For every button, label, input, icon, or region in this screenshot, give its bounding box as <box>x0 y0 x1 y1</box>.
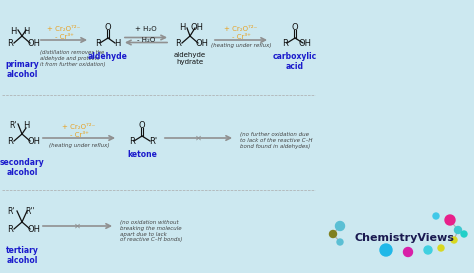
Text: O: O <box>105 23 111 32</box>
Text: H: H <box>180 23 186 32</box>
Text: O: O <box>292 23 298 32</box>
Text: R: R <box>175 38 181 48</box>
Text: - Cr³⁺: - Cr³⁺ <box>232 34 250 40</box>
Text: R': R' <box>8 207 15 216</box>
Text: R: R <box>7 136 13 146</box>
Text: (distillation removes the
aldehyde and protects
it from further oxidation): (distillation removes the aldehyde and p… <box>40 50 106 67</box>
Text: R': R' <box>9 121 17 130</box>
Text: secondary
alcohol: secondary alcohol <box>0 158 45 177</box>
Circle shape <box>455 227 462 233</box>
Text: (heating under reflux): (heating under reflux) <box>49 144 109 149</box>
Circle shape <box>461 231 467 237</box>
Text: + Cr₂O⁷²⁻: + Cr₂O⁷²⁻ <box>47 26 81 32</box>
Circle shape <box>433 213 439 219</box>
Text: (no oxidation without
breaking the molecule
apart due to lack
of reactive C–H bo: (no oxidation without breaking the molec… <box>120 220 182 242</box>
Text: H: H <box>114 40 120 49</box>
Text: OH: OH <box>27 136 40 146</box>
Circle shape <box>336 221 345 230</box>
Text: - Cr³⁺: - Cr³⁺ <box>70 132 89 138</box>
Circle shape <box>403 248 412 257</box>
Text: H: H <box>23 28 29 37</box>
Circle shape <box>424 246 432 254</box>
Text: + Cr₂O⁷²⁻: + Cr₂O⁷²⁻ <box>62 124 96 130</box>
Text: O: O <box>139 121 146 130</box>
Circle shape <box>445 215 455 225</box>
Text: R'': R'' <box>25 207 35 216</box>
Text: R: R <box>7 224 13 233</box>
Text: OH: OH <box>299 40 311 49</box>
Text: OH: OH <box>191 23 204 32</box>
Text: ✕: ✕ <box>195 133 202 143</box>
Circle shape <box>380 244 392 256</box>
Text: ketone: ketone <box>127 150 157 159</box>
Text: H: H <box>10 28 17 37</box>
Text: + H₂O: + H₂O <box>135 26 157 32</box>
Text: OH: OH <box>27 224 40 233</box>
Text: R': R' <box>149 138 157 147</box>
Text: tertiary
alcohol: tertiary alcohol <box>6 246 38 265</box>
Circle shape <box>451 237 457 243</box>
Text: (heating under reflux): (heating under reflux) <box>211 43 271 49</box>
Text: R: R <box>129 138 135 147</box>
Text: OH: OH <box>27 38 40 48</box>
Circle shape <box>329 230 337 238</box>
Circle shape <box>438 245 444 251</box>
Text: ✕: ✕ <box>74 221 81 230</box>
Text: carboxylic
acid: carboxylic acid <box>273 52 317 72</box>
Text: - Cr³⁺: - Cr³⁺ <box>55 34 73 40</box>
Text: OH: OH <box>195 38 209 48</box>
Text: primary
alcohol: primary alcohol <box>5 60 39 79</box>
Text: - H₂O: - H₂O <box>137 37 155 43</box>
Text: R: R <box>282 40 288 49</box>
Text: R: R <box>7 38 13 48</box>
Text: ChemistryViews: ChemistryViews <box>355 233 455 243</box>
Text: aldehyde
hydrate: aldehyde hydrate <box>174 52 206 65</box>
Text: (no further oxidation due
to lack of the reactive C–H
bond found in aldehydes): (no further oxidation due to lack of the… <box>240 132 312 149</box>
Text: H: H <box>23 121 29 130</box>
Text: aldehyde: aldehyde <box>88 52 128 61</box>
Text: R: R <box>95 40 101 49</box>
Text: + Cr₂O⁷²⁻: + Cr₂O⁷²⁻ <box>224 26 258 32</box>
Circle shape <box>337 239 343 245</box>
